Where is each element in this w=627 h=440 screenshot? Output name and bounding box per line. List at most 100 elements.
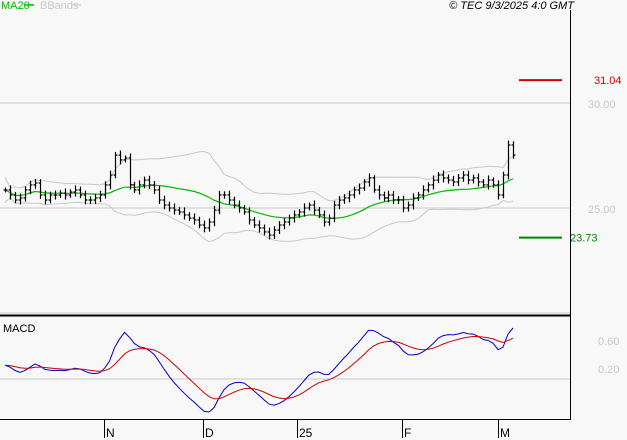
price-bar — [8, 185, 13, 200]
price-bar — [436, 172, 441, 184]
price-bar — [322, 210, 327, 227]
price-bar — [48, 191, 53, 204]
price-tick-label: 25.00 — [588, 204, 616, 216]
price-bar — [406, 201, 411, 212]
price-bar — [162, 195, 167, 210]
price-bar — [242, 205, 247, 215]
price-bar — [182, 207, 187, 220]
price-bar — [441, 170, 446, 183]
lower-band — [4, 196, 514, 243]
price-bar — [63, 188, 68, 200]
bollinger-bands — [4, 150, 514, 243]
copyright: © TEC 9/3/2025 4:0 GMT — [449, 0, 575, 12]
price-bar — [466, 170, 471, 185]
price-bar — [237, 200, 242, 213]
price-bar — [337, 195, 342, 210]
price-bar — [192, 213, 197, 225]
price-bar — [416, 191, 421, 202]
price-bar — [33, 179, 38, 189]
price-bar — [247, 207, 252, 225]
price-bar — [426, 182, 431, 193]
price-bar — [446, 174, 451, 184]
price-bar — [53, 190, 58, 200]
price-tick-label: 30.00 — [588, 99, 616, 111]
price-bar — [227, 190, 232, 205]
price-bar — [88, 196, 93, 204]
macd-label: MACD — [3, 323, 35, 335]
price-bar — [187, 212, 192, 221]
price-bar — [128, 153, 133, 190]
price-bar — [142, 176, 147, 189]
macd-line — [4, 327, 514, 413]
price-bar — [43, 190, 48, 205]
price-bar — [421, 185, 426, 200]
price-bar — [68, 189, 73, 198]
price-bar — [476, 173, 481, 187]
price-bar — [217, 190, 222, 215]
legend-bbands: BBands — [40, 0, 79, 12]
price-bar — [357, 183, 362, 195]
price-bar — [481, 179, 486, 188]
price-bar — [506, 140, 511, 180]
price-bar — [157, 186, 162, 204]
price-bar — [431, 175, 436, 190]
price-bar — [391, 191, 396, 204]
x-tick-label: F — [404, 426, 411, 440]
macd-panel — [0, 327, 570, 413]
price-bar — [292, 210, 297, 223]
price-bar — [396, 196, 401, 205]
grid-lines — [0, 102, 570, 209]
price-bar — [451, 175, 456, 187]
price-bar — [207, 218, 212, 232]
ma20-path — [4, 178, 514, 219]
price-bar — [108, 170, 113, 190]
price-bar — [312, 200, 317, 215]
price-bar — [491, 177, 496, 188]
price-bar — [382, 191, 387, 202]
price-bar — [471, 174, 476, 184]
legend-ma20: MA20 — [1, 0, 30, 12]
ma20-line — [4, 178, 514, 219]
signal-line — [4, 336, 514, 400]
price-bar — [73, 185, 78, 197]
price-bar — [486, 175, 491, 190]
price-bar — [83, 190, 88, 205]
price-bar — [501, 171, 506, 199]
price-bar — [202, 220, 207, 233]
price-bar — [177, 207, 182, 215]
low-marker-label: 23.73 — [570, 233, 598, 245]
x-tick-label: N — [106, 426, 115, 440]
price-bar — [132, 181, 137, 193]
price-bar — [287, 214, 292, 226]
price-bar — [262, 224, 267, 236]
price-bar — [401, 195, 406, 213]
price-bar — [3, 187, 8, 193]
price-bar — [317, 206, 322, 219]
price-bar — [362, 179, 367, 191]
x-tick-label: D — [205, 426, 214, 440]
price-bar — [123, 155, 128, 163]
price-bar — [377, 185, 382, 200]
price-bar — [511, 141, 516, 159]
macd-tick-label: 0.60 — [598, 336, 619, 348]
price-bar — [272, 226, 277, 239]
price-bar — [496, 180, 501, 200]
price-bar — [167, 201, 172, 212]
price-bar — [103, 181, 108, 199]
price-bar — [98, 190, 103, 203]
price-bar — [212, 205, 217, 227]
price-bar — [342, 194, 347, 204]
price-bar — [18, 193, 23, 205]
price-bar — [267, 227, 272, 240]
price-bars — [3, 140, 516, 240]
price-bar — [411, 193, 416, 210]
x-tick-label: M — [500, 426, 510, 440]
price-bar — [93, 193, 98, 205]
price-bar — [302, 203, 307, 217]
price-bar — [297, 208, 302, 218]
price-bar — [13, 191, 18, 204]
high-marker-label: 31.04 — [594, 75, 622, 87]
price-bar — [456, 174, 461, 186]
price-bar — [222, 191, 227, 199]
